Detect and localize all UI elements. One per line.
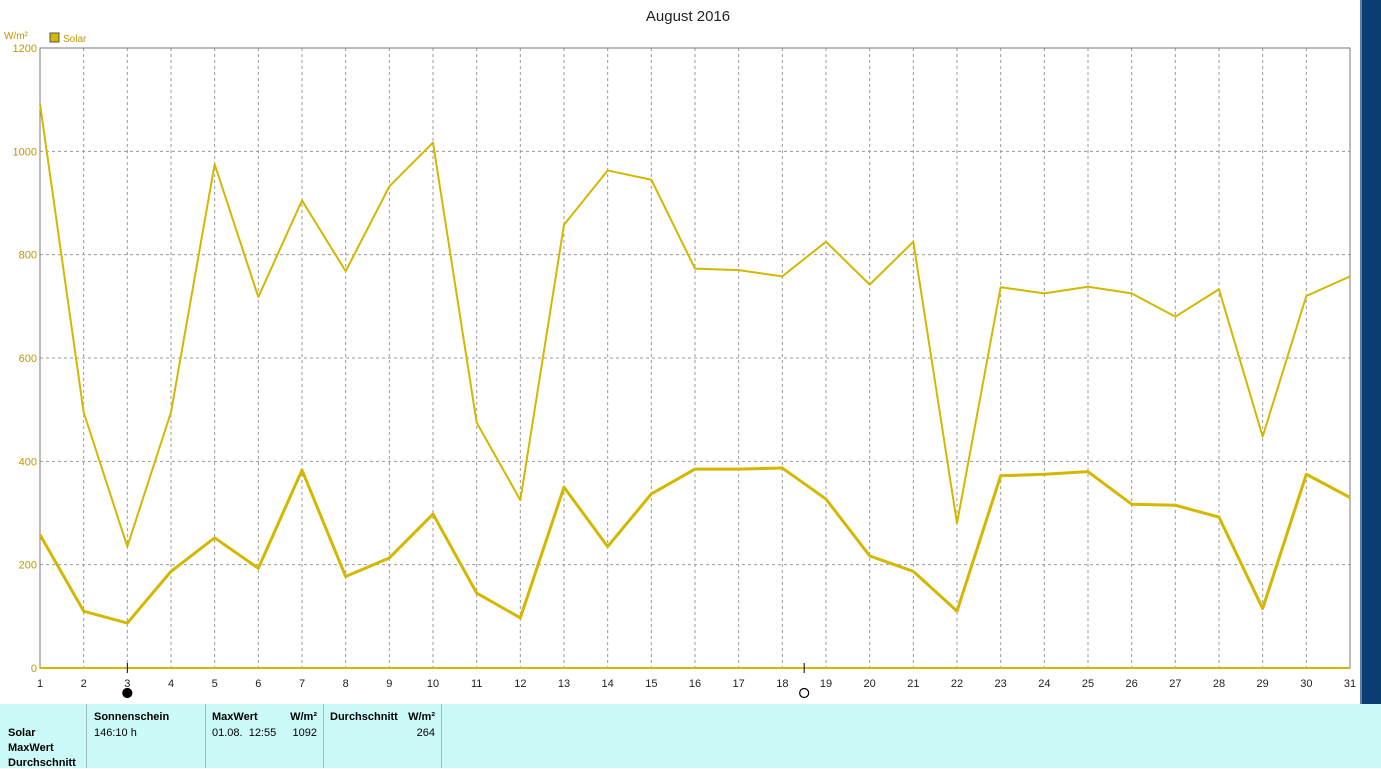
max-unit: W/m² bbox=[290, 711, 317, 723]
x-tick-label: 26 bbox=[1126, 678, 1138, 690]
max-column: MaxWert W/m² 01.08. 12:55 1092 bbox=[206, 704, 324, 768]
x-tick-label: 10 bbox=[427, 678, 439, 690]
avg-unit: W/m² bbox=[408, 711, 435, 723]
x-tick-label: 9 bbox=[386, 678, 392, 690]
x-tick-label: 13 bbox=[558, 678, 570, 690]
avg-value: 264 bbox=[416, 727, 435, 739]
x-tick-label: 3 bbox=[124, 678, 130, 690]
x-tick-label: 29 bbox=[1257, 678, 1269, 690]
x-tick-label: 18 bbox=[776, 678, 788, 690]
y-tick-label: 1000 bbox=[13, 146, 37, 158]
y-tick-label: 1200 bbox=[13, 43, 37, 55]
x-tick-label: 8 bbox=[343, 678, 349, 690]
series-line-avg bbox=[38, 466, 1351, 625]
stats-panel: Solar MaxWert Durchschnitt Sonnenschein … bbox=[0, 704, 1381, 769]
x-tick-label: 15 bbox=[645, 678, 657, 690]
full-moon-icon bbox=[799, 687, 810, 699]
row-label-maxwert: MaxWert bbox=[8, 742, 54, 754]
max-value: 1092 bbox=[292, 727, 317, 739]
x-tick-label: 19 bbox=[820, 678, 832, 690]
x-tick-label: 31 bbox=[1344, 678, 1356, 690]
x-tick-label: 21 bbox=[907, 678, 919, 690]
x-tick-label: 28 bbox=[1213, 678, 1225, 690]
x-tick-label: 5 bbox=[212, 678, 218, 690]
sunshine-value: 146:10 h bbox=[94, 727, 137, 739]
legend-swatch bbox=[49, 32, 60, 43]
x-tick-label: 23 bbox=[995, 678, 1007, 690]
x-tick-label: 12 bbox=[514, 678, 526, 690]
row-label-solar: Solar bbox=[8, 727, 36, 739]
x-tick-label: 6 bbox=[255, 678, 261, 690]
x-tick-label: 4 bbox=[168, 678, 174, 690]
x-tick-label: 17 bbox=[733, 678, 745, 690]
y-tick-label: 200 bbox=[19, 560, 37, 572]
sunshine-header: Sonnenschein bbox=[94, 711, 170, 723]
max-date: 01.08. 12:55 bbox=[212, 727, 277, 739]
x-tick-label: 30 bbox=[1300, 678, 1312, 690]
x-tick-label: 16 bbox=[689, 678, 701, 690]
x-tick-label: 22 bbox=[951, 678, 963, 690]
window-edge-strip bbox=[1360, 0, 1381, 704]
sunshine-column: Sonnenschein 146:10 h bbox=[87, 704, 206, 768]
avg-column: Durchschnitt W/m² 264 bbox=[324, 704, 442, 768]
y-tick-label: 400 bbox=[19, 456, 37, 468]
x-tick-label: 25 bbox=[1082, 678, 1094, 690]
x-tick-label: 7 bbox=[299, 678, 305, 690]
x-tick-label: 2 bbox=[81, 678, 87, 690]
y-tick-label: 600 bbox=[19, 353, 37, 365]
y-tick-label: 0 bbox=[31, 663, 37, 675]
legend: Solar bbox=[49, 32, 87, 45]
row-label-durchschnitt: Durchschnitt bbox=[8, 757, 76, 769]
max-header: MaxWert bbox=[212, 711, 258, 723]
x-tick-label: 24 bbox=[1038, 678, 1050, 690]
x-tick-label: 11 bbox=[471, 678, 482, 690]
solar-chart: August 2016 W/m² Solar 0 200 400 600 800 1000… bbox=[4, 8, 1356, 699]
avg-header: Durchschnitt bbox=[330, 711, 398, 723]
new-moon-icon bbox=[122, 687, 133, 699]
x-tick-label: 27 bbox=[1169, 678, 1181, 690]
series-line-max bbox=[39, 103, 1351, 548]
x-tick-label: 14 bbox=[602, 678, 614, 690]
legend-label: Solar bbox=[63, 34, 87, 45]
y-axis-label: W/m² bbox=[4, 31, 29, 42]
y-tick-label: 800 bbox=[19, 250, 37, 262]
x-tick-label: 20 bbox=[864, 678, 876, 690]
row-labels-column: Solar MaxWert Durchschnitt bbox=[0, 704, 87, 769]
chart-title: August 2016 bbox=[646, 8, 730, 25]
x-tick-label: 1 bbox=[37, 678, 43, 690]
